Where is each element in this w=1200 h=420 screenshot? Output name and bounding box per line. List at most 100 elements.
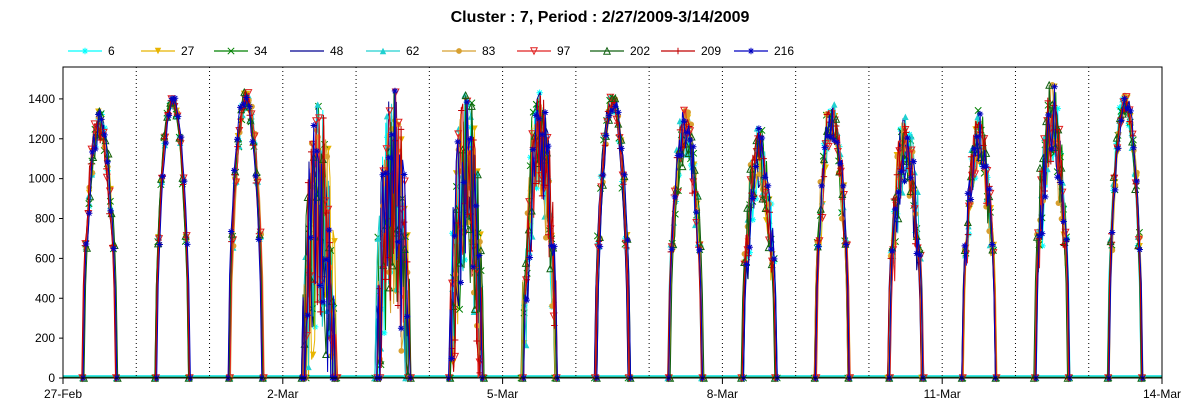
series-line — [82, 92, 1143, 379]
legend-entry: 209 — [661, 44, 721, 58]
data-point — [1130, 144, 1137, 152]
data-point — [964, 190, 972, 197]
data-point — [470, 308, 478, 315]
x-tick-label: 2-Mar — [267, 387, 298, 401]
data-point — [1045, 111, 1052, 119]
data-point — [906, 131, 913, 138]
data-point — [611, 94, 620, 103]
data-point — [101, 124, 108, 132]
data-point — [523, 276, 530, 283]
legend-marker — [602, 46, 612, 55]
data-point — [605, 112, 613, 119]
legend-label: 202 — [630, 44, 650, 58]
data-point — [324, 153, 331, 160]
x-tick-label: 11-Mar — [924, 387, 961, 401]
data-point — [110, 245, 117, 252]
data-point — [543, 234, 549, 241]
data-point — [612, 103, 619, 110]
data-point — [240, 100, 247, 108]
data-point — [1118, 117, 1125, 124]
data-point — [161, 135, 168, 142]
data-point — [620, 181, 627, 188]
data-point — [1133, 177, 1140, 185]
data-point — [93, 120, 101, 128]
chart-title: Cluster : 7, Period : 2/27/2009-3/14/200… — [450, 9, 750, 26]
data-point — [688, 121, 695, 128]
legend-marker — [81, 47, 89, 55]
data-point — [692, 188, 699, 196]
data-point — [162, 139, 170, 147]
data-point — [379, 167, 388, 176]
data-point — [155, 236, 162, 244]
data-point — [693, 191, 702, 200]
data-point — [1055, 200, 1062, 206]
y-tick-label: 800 — [35, 212, 55, 226]
data-point — [902, 113, 909, 120]
data-point — [538, 192, 546, 200]
data-point — [1045, 80, 1054, 89]
data-point — [454, 138, 461, 146]
data-point — [383, 112, 391, 120]
data-point — [310, 122, 318, 129]
data-point — [1054, 174, 1061, 181]
legend-marker — [227, 47, 235, 55]
data-point — [184, 241, 191, 248]
data-point — [382, 276, 389, 283]
data-point — [302, 332, 311, 341]
data-point — [551, 243, 558, 250]
data-point — [910, 158, 917, 165]
data-point — [541, 109, 549, 116]
data-point — [457, 279, 464, 286]
data-point — [230, 167, 238, 174]
y-tick-label: 1000 — [28, 172, 55, 186]
data-point — [313, 147, 321, 155]
data-point — [397, 325, 405, 332]
data-point — [249, 138, 256, 145]
legend-entry: 202 — [590, 44, 650, 58]
data-point — [602, 132, 610, 139]
data-point — [461, 91, 470, 100]
data-point — [227, 228, 235, 235]
data-point — [107, 207, 114, 215]
x-tick-label: 14-Mar — [1143, 387, 1181, 401]
legend-label: 83 — [482, 44, 496, 58]
data-point — [836, 160, 844, 167]
data-point — [1051, 83, 1058, 91]
data-point — [601, 142, 609, 149]
data-point — [767, 257, 777, 266]
data-point — [466, 135, 474, 143]
data-point — [398, 347, 405, 354]
data-point — [464, 225, 473, 234]
data-point — [379, 263, 386, 271]
data-point — [1039, 154, 1048, 163]
data-point — [820, 173, 828, 180]
data-point — [624, 236, 631, 244]
data-point — [690, 165, 699, 174]
data-point — [904, 134, 911, 142]
data-point — [842, 241, 850, 248]
data-point — [767, 245, 775, 253]
data-point — [671, 193, 679, 201]
y-tick-label: 400 — [35, 291, 55, 305]
data-point — [312, 117, 321, 126]
data-point — [761, 174, 769, 181]
data-point — [677, 151, 685, 159]
data-point — [893, 171, 901, 178]
data-point — [595, 238, 603, 245]
data-point — [693, 208, 700, 216]
data-point — [458, 107, 465, 114]
data-point — [228, 238, 235, 245]
data-point — [615, 109, 622, 116]
data-point — [533, 184, 540, 192]
data-point — [244, 89, 253, 98]
data-point — [461, 256, 468, 264]
data-point — [385, 107, 394, 116]
legend-label: 34 — [254, 44, 268, 58]
data-point — [451, 232, 458, 240]
y-tick-label: 600 — [35, 251, 55, 265]
data-point — [309, 351, 317, 359]
data-point — [394, 118, 403, 127]
data-point — [1121, 95, 1128, 102]
data-point — [1136, 246, 1143, 253]
data-point — [323, 209, 330, 217]
